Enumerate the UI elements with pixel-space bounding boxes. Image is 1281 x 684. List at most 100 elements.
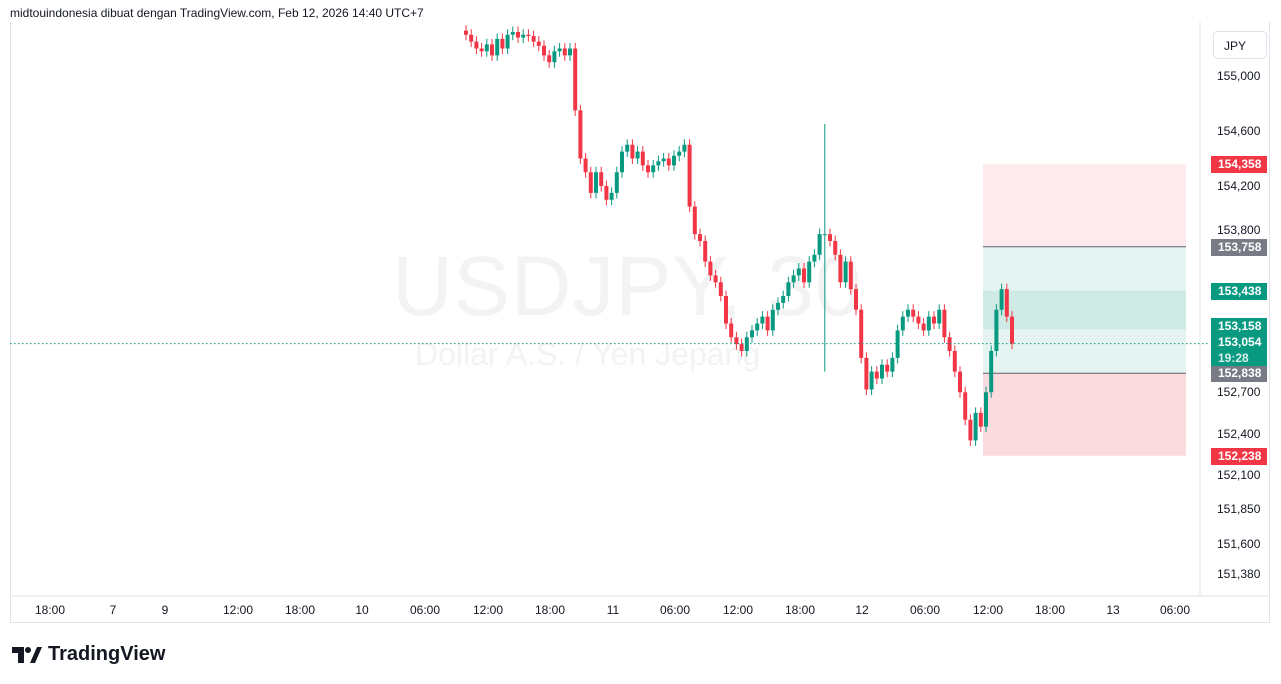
candle-body (464, 30, 468, 35)
candle-body (536, 41, 541, 46)
time-tick: 06:00 (409, 603, 441, 617)
price-tick: 154,600 (1217, 124, 1261, 138)
candle-body (770, 309, 775, 331)
last-price: 153,054 (1218, 335, 1262, 349)
candle-body (926, 316, 931, 331)
candle-body (817, 234, 822, 255)
candle-body (474, 41, 479, 49)
time-tick: 06:00 (909, 603, 941, 617)
candle-body (557, 48, 562, 52)
stop-zone-lower (983, 373, 1186, 456)
price-label: 152,238 (1211, 447, 1267, 465)
candle-body (500, 38, 505, 49)
candle-body (906, 309, 910, 317)
candle-body (750, 330, 754, 338)
time-tick: 18:00 (534, 603, 566, 617)
candle-body (687, 144, 692, 207)
candle-body (531, 36, 536, 42)
candle-body (885, 364, 890, 372)
candle-body (635, 151, 640, 159)
profit-zone-inner (983, 290, 1186, 330)
watermark-description: Dollar A.S. / Yen Jepang (415, 336, 761, 372)
time-tick: 13 (1106, 603, 1120, 617)
candle-body (666, 158, 671, 166)
candle-body (864, 357, 869, 390)
candle-body (552, 51, 557, 63)
candle-body (490, 44, 494, 56)
price-tick: 154,200 (1217, 179, 1261, 193)
candle-body (521, 34, 526, 38)
candle-body (968, 419, 973, 441)
candle-body (802, 268, 806, 283)
time-tick: 12:00 (222, 603, 254, 617)
candle-body (828, 234, 832, 241)
candle-body (848, 261, 853, 290)
candle-body (900, 316, 905, 331)
time-tick: 12:00 (722, 603, 754, 617)
time-tick: 12 (855, 603, 869, 617)
candle-body (599, 172, 604, 186)
candle-body (614, 172, 619, 193)
candle-body (812, 254, 817, 262)
current-price-label: 153,158 153,054 19:28 (1211, 318, 1267, 366)
candle-body (1010, 316, 1014, 344)
candle-body (765, 316, 770, 331)
price-label: 153,438 (1211, 282, 1267, 300)
price-tick: 152,100 (1217, 467, 1261, 482)
time-tick: 11 (606, 603, 620, 617)
candle-body (469, 34, 474, 42)
candle-body (495, 38, 500, 56)
currency-button[interactable]: JPY (1213, 31, 1267, 59)
candle-body (651, 165, 656, 173)
candle-body (880, 364, 884, 379)
candle-body (776, 302, 780, 310)
bar-countdown: 19:28 (1218, 351, 1249, 365)
candle-body (963, 392, 968, 420)
time-tick: 18:00 (34, 603, 66, 617)
candle-body (672, 155, 676, 166)
candle-body (682, 144, 687, 152)
price-tick: 155,000 (1217, 69, 1261, 83)
candle-body (588, 172, 593, 193)
candle-body (578, 110, 583, 159)
entry-price: 153,158 (1218, 319, 1262, 333)
candle-body (942, 309, 947, 338)
candle-body (984, 392, 988, 427)
candle-body (781, 296, 786, 303)
candle-body (604, 186, 609, 200)
candle-body (594, 172, 598, 193)
candle-body (724, 296, 728, 324)
candle-body (656, 161, 661, 166)
candle-body (677, 151, 682, 156)
candle-body (843, 261, 848, 283)
chart-frame (10, 22, 1270, 623)
price-tick: 153,800 (1217, 222, 1261, 237)
candle-body (994, 309, 999, 351)
candle-body (937, 309, 942, 324)
time-tick: 9 (161, 603, 169, 617)
candle-body (516, 32, 520, 38)
time-tick: 7 (109, 603, 117, 617)
time-tick: 06:00 (659, 603, 691, 617)
candle-body (822, 234, 827, 236)
time-tick: 18:00 (784, 603, 816, 617)
tradingview-logo[interactable]: TradingView (12, 643, 165, 666)
candle-body (703, 241, 708, 262)
candle-body (978, 412, 983, 427)
candle-body (708, 261, 713, 276)
price-label: 152,838 (1211, 365, 1267, 383)
candle-body (838, 254, 843, 283)
price-tick: 151,850 (1217, 502, 1261, 517)
candle-body (583, 158, 588, 173)
time-tick: 18:00 (1034, 603, 1066, 617)
candle-body (911, 309, 916, 317)
candle-body (547, 55, 552, 63)
candle-body (890, 357, 895, 372)
candle-body (973, 412, 978, 441)
candle-body (646, 165, 650, 173)
candle-body (916, 316, 921, 324)
chart-attribution: midtouindonesia dibuat dengan TradingVie… (10, 6, 424, 20)
candle-body (796, 268, 801, 276)
candle-body (989, 351, 994, 393)
